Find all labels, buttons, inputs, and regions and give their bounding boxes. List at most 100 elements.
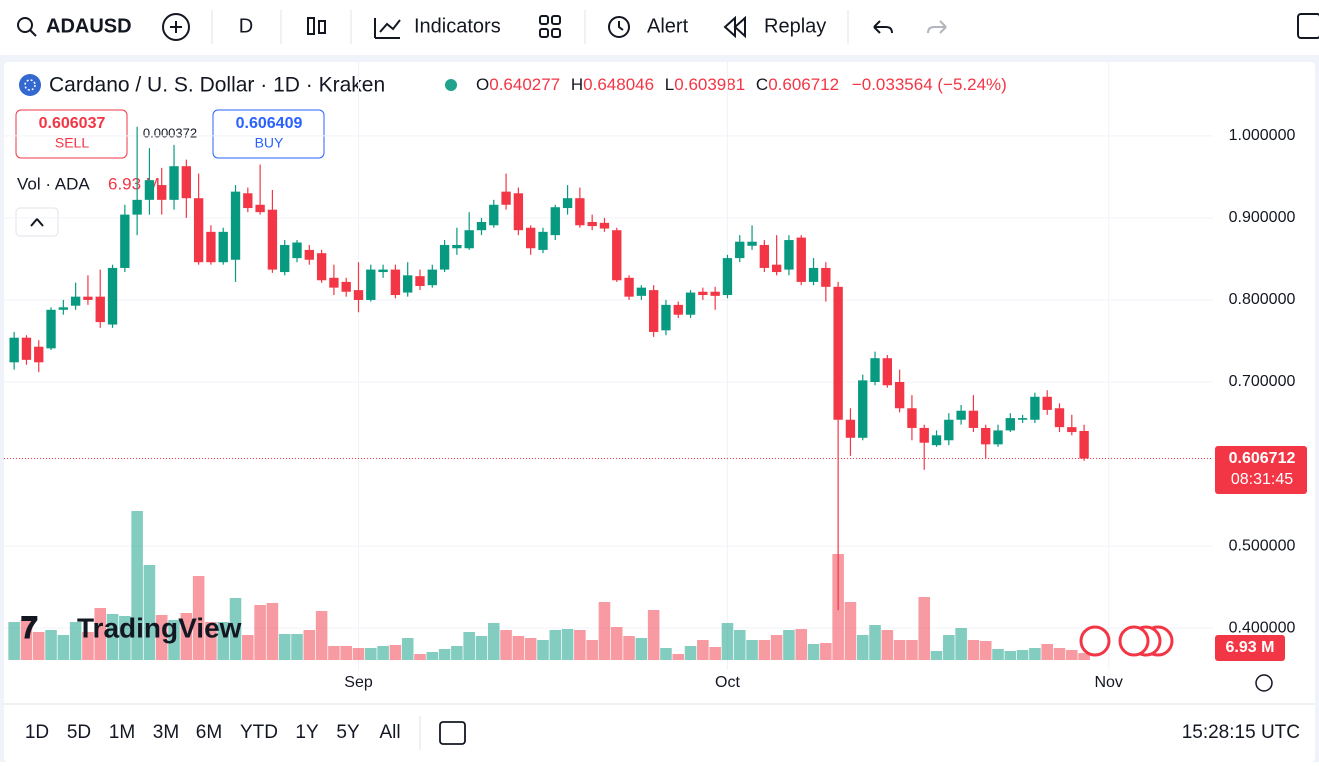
coin-icon-mark <box>24 79 36 91</box>
candle-body <box>599 222 610 229</box>
candle-body <box>673 304 683 315</box>
candle-body <box>698 291 708 296</box>
panel-toggle[interactable] <box>1297 13 1319 39</box>
chart-type-icon[interactable] <box>307 17 315 35</box>
candle-body <box>489 204 499 226</box>
range-button[interactable]: 1M <box>109 722 135 743</box>
volume-bar <box>918 597 931 660</box>
candle-body <box>255 204 265 213</box>
layout-icon[interactable] <box>539 15 549 25</box>
volume-bar <box>807 644 820 660</box>
candle-body <box>304 249 314 260</box>
indicators[interactable]: Indicators <box>414 15 501 37</box>
layout-icon <box>551 15 561 25</box>
candle-body <box>403 275 413 293</box>
candle-body <box>907 408 917 428</box>
date-range-icon[interactable] <box>439 721 466 745</box>
indicators-icon[interactable] <box>374 18 401 39</box>
event-flags <box>1079 625 1174 657</box>
candle-body <box>550 207 560 236</box>
volume-bar <box>192 576 205 660</box>
redo[interactable] <box>927 20 947 34</box>
search-icon[interactable] <box>17 17 33 33</box>
candle-body <box>21 337 32 360</box>
replay-icon[interactable] <box>723 15 746 39</box>
volume-bar <box>1066 650 1078 660</box>
sell-price: 0.606037 <box>39 115 106 132</box>
alert-icon[interactable] <box>608 16 630 38</box>
add-symbol[interactable] <box>162 13 190 41</box>
range-button[interactable]: All <box>379 722 400 743</box>
range-button[interactable]: 1Y <box>295 722 319 743</box>
range-button[interactable]: 5D <box>67 722 91 743</box>
y-tick-label: 1.000000 <box>1229 127 1296 144</box>
price-tag <box>1215 446 1307 494</box>
symbol[interactable]: ADAUSD <box>46 15 132 37</box>
buy-button[interactable] <box>212 109 325 159</box>
volume-bar <box>205 622 217 660</box>
volume-bar <box>820 643 832 660</box>
volume-bar <box>168 620 180 660</box>
y-tick-label: 0.800000 <box>1229 291 1296 308</box>
range-button[interactable]: 6M <box>196 722 222 743</box>
candle-body <box>894 382 905 409</box>
candle-body <box>70 296 81 306</box>
candle-body <box>808 267 819 282</box>
candle-body <box>243 193 253 209</box>
range-button[interactable]: 5Y <box>336 722 360 743</box>
range-button[interactable]: YTD <box>240 722 278 743</box>
range-button[interactable]: 1D <box>25 722 49 743</box>
candle-body <box>993 430 1003 445</box>
candle-body <box>95 296 105 323</box>
volume-bar <box>1029 648 1041 660</box>
range-button[interactable]: 3M <box>153 722 179 743</box>
volume-bar <box>598 602 611 660</box>
candle-body <box>882 358 893 386</box>
undo[interactable] <box>873 20 893 34</box>
logo-mark: 𝟕 <box>21 612 38 645</box>
settings[interactable] <box>1255 674 1273 692</box>
chart-panel <box>4 62 1315 762</box>
collapse-icon <box>30 217 44 227</box>
prefix: O <box>476 75 489 94</box>
flag <box>1079 625 1111 657</box>
volume-bar <box>180 613 193 660</box>
volume-bar <box>451 646 463 660</box>
volume-bar <box>475 636 488 660</box>
candle-body <box>575 198 585 226</box>
candle-body <box>464 230 474 249</box>
candle-body <box>144 180 155 200</box>
y-tick-label: 0.900000 <box>1229 209 1296 226</box>
layout-icon <box>539 28 549 38</box>
candle-body <box>353 290 364 300</box>
candle-body <box>230 191 241 260</box>
toolbar-items <box>17 13 1319 41</box>
volume-bar <box>746 640 758 660</box>
y-tick-label: 0.700000 <box>1229 373 1296 390</box>
x-tick-label: Sep <box>344 674 373 691</box>
volume-bar <box>278 634 291 660</box>
sell-button[interactable] <box>15 109 128 159</box>
interval[interactable]: D <box>239 15 253 37</box>
collapse-button[interactable] <box>15 207 59 237</box>
volume-bar <box>1078 653 1090 660</box>
candle-body <box>107 267 118 325</box>
volume-bar <box>574 630 586 660</box>
sell-label: SELL <box>55 135 89 151</box>
volume-bar <box>69 622 82 660</box>
volume-bar <box>488 623 500 660</box>
volume-bar <box>524 638 537 660</box>
candle-body <box>193 198 204 263</box>
alert[interactable]: Alert <box>647 15 689 37</box>
candle-body <box>747 241 757 246</box>
candle-body <box>648 290 659 332</box>
volume-bar <box>783 630 795 660</box>
volume-title: Vol · ADA <box>17 174 90 193</box>
candle-body <box>501 191 511 205</box>
candle-body <box>1054 408 1065 428</box>
candle-body <box>292 242 302 259</box>
replay[interactable]: Replay <box>764 15 826 37</box>
volume-bar <box>377 646 389 660</box>
candle-body <box>132 199 142 215</box>
candle-body <box>58 307 69 310</box>
